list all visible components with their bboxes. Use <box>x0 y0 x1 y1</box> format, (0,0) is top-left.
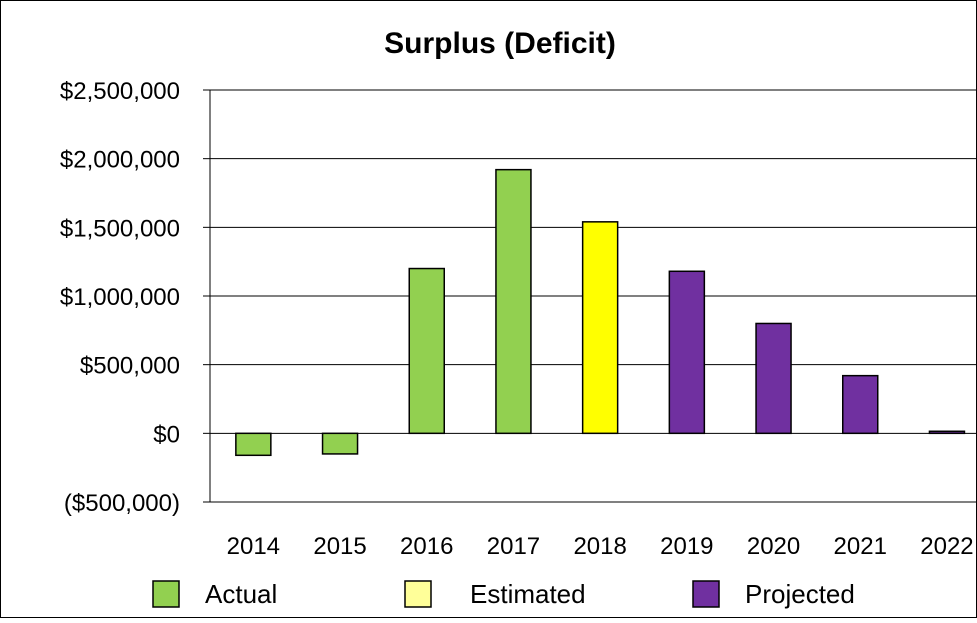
y-tick-label: $2,000,000 <box>60 147 180 174</box>
bar-2016 <box>408 267 445 435</box>
y-tick-label: $1,000,000 <box>60 284 180 311</box>
y-axis-tick-labels: ($500,000) $0 $500,000 $1,000,000 $1,500,000… <box>60 78 180 517</box>
legend-label-actual: Actual <box>205 579 277 609</box>
bar-2015 <box>321 432 359 455</box>
x-tick-label: 2014 <box>227 533 280 560</box>
axes <box>209 90 977 503</box>
y-tick-label: $1,500,000 <box>60 215 180 242</box>
bar-2021 <box>842 374 879 435</box>
legend-swatch-estimated <box>404 580 432 608</box>
bars <box>235 168 966 457</box>
legend-label-estimated: Estimated <box>470 579 586 609</box>
x-tick-label: 2017 <box>487 533 540 560</box>
x-tick-label: 2022 <box>920 533 973 560</box>
y-tick-label: $2,500,000 <box>60 78 180 105</box>
x-tick-label: 2016 <box>400 533 453 560</box>
x-axis-tick-labels: 2014 2015 2016 2017 2018 2019 2020 2021 2022 <box>227 533 974 560</box>
bar-2014 <box>235 432 272 457</box>
x-tick-label: 2018 <box>573 533 626 560</box>
bar-2019 <box>668 270 706 435</box>
legend-label-projected: Projected <box>745 579 855 609</box>
chart-title: Surplus (Deficit) <box>384 27 616 60</box>
bar-2018 <box>581 221 619 435</box>
bar-2022 <box>928 430 966 435</box>
y-tick-label: ($500,000) <box>64 490 180 517</box>
bar-2020 <box>755 322 792 435</box>
legend: Actual Estimated Projected <box>152 579 855 609</box>
y-tick-label: $0 <box>153 421 180 448</box>
bar-2017 <box>495 168 532 435</box>
legend-swatch-projected <box>692 580 720 608</box>
y-tick-label: $500,000 <box>80 353 180 380</box>
x-tick-label: 2021 <box>834 533 887 560</box>
x-tick-label: 2020 <box>747 533 800 560</box>
x-tick-label: 2019 <box>660 533 713 560</box>
legend-swatch-actual <box>152 580 180 608</box>
x-tick-label: 2015 <box>313 533 366 560</box>
